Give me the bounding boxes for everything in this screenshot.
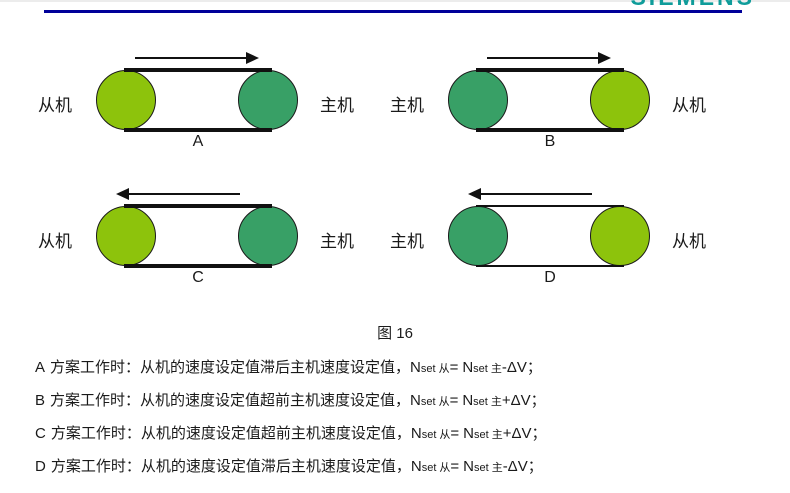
arrow-head-icon: [246, 52, 259, 64]
diagram-b: 主机 从机 B: [380, 40, 720, 172]
arrow-head-icon: [468, 188, 481, 200]
arrow-head-icon: [116, 188, 129, 200]
belt-bottom-bar: [124, 128, 272, 132]
scheme-letter: B: [35, 392, 46, 409]
description-line-c: C 方案工作时：从机的速度设定值超前主机速度设定值，Nset 从= Nset 主+ΔV；: [35, 422, 546, 443]
slave-machine-label: 从机: [38, 96, 72, 115]
header-rule: [44, 10, 742, 13]
arrow-shaft: [128, 193, 240, 195]
master-machine-label: 主机: [320, 232, 354, 251]
formula-sub-set1: set: [420, 363, 436, 375]
formula-sub-set2: set: [474, 462, 489, 474]
formula-n1: N: [410, 458, 422, 475]
top-edge-strip: [0, 0, 790, 2]
formula-n1: N: [410, 359, 421, 376]
slave-machine-label: 从机: [672, 96, 706, 115]
formula-sub-master: 主: [491, 429, 503, 441]
formula-sub-master: 主: [491, 462, 503, 474]
master-machine-label: 主机: [390, 96, 424, 115]
slave-machine-label: 从机: [672, 232, 706, 251]
arrow-head-icon: [598, 52, 611, 64]
arrow-shaft: [135, 57, 247, 59]
formula-sub-slave: 从: [439, 429, 451, 441]
formula-n2: N: [463, 458, 474, 475]
formula-sub-master: 主: [490, 363, 502, 375]
belt-direction-arrow-right: [135, 52, 259, 64]
master-pulley-circle: [448, 70, 508, 130]
scheme-letter: C: [35, 425, 46, 442]
formula-sub-set1: set: [421, 462, 437, 474]
formula-delta-tail: -ΔV；: [502, 458, 543, 475]
formula-equals: =: [450, 425, 460, 442]
formula-n2: N: [462, 359, 474, 376]
diagram-a: 从机 主机 A: [28, 40, 368, 172]
scheme-description: 方案工作时：从机的速度设定值超前主机速度设定值，: [50, 425, 411, 442]
slave-pulley-circle: [590, 70, 650, 130]
scheme-letter: D: [35, 458, 46, 475]
master-machine-label: 主机: [320, 96, 354, 115]
formula-equals: =: [449, 392, 459, 409]
diagram-letter: B: [544, 133, 556, 150]
belt-direction-arrow-left: [468, 188, 592, 200]
description-line-a: A 方案工作时：从机的速度设定值滞后主机速度设定值，Nset 从= Nset 主-ΔV；: [35, 356, 542, 377]
belt-top-bar: [124, 68, 272, 72]
formula-delta-tail: +ΔV；: [502, 425, 547, 442]
description-line-d: D 方案工作时：从机的速度设定值滞后主机速度设定值，Nset 从= Nset 主-ΔV；: [35, 455, 543, 476]
formula-sub-set2: set: [473, 363, 488, 375]
formula-sub-slave: 从: [438, 396, 450, 408]
formula-delta-tail: +ΔV；: [501, 392, 546, 409]
formula-n1: N: [410, 392, 421, 409]
formula-n2: N: [462, 392, 474, 409]
formula-sub-set2: set: [474, 429, 489, 441]
belt-direction-arrow-left: [116, 188, 240, 200]
formula-sub-slave: 从: [439, 462, 451, 474]
slave-pulley-circle: [96, 70, 156, 130]
belt-bottom-bar: [476, 265, 624, 267]
diagram-c: 从机 主机 C: [28, 176, 368, 308]
figure-caption: 图 16: [377, 325, 413, 342]
formula-sub-slave: 从: [438, 363, 450, 375]
formula-equals: =: [449, 359, 459, 376]
siemens-logo: SIEMENS: [630, 0, 755, 8]
scheme-description: 方案工作时：从机的速度设定值滞后主机速度设定值，: [50, 458, 411, 475]
belt-direction-arrow-right: [487, 52, 611, 64]
slave-pulley-circle: [96, 206, 156, 266]
arrow-shaft: [487, 57, 599, 59]
description-line-b: B 方案工作时：从机的速度设定值超前主机速度设定值，Nset 从= Nset 主+ΔV；: [35, 389, 546, 410]
formula-sub-set1: set: [421, 429, 437, 441]
belt-top-bar: [124, 204, 272, 208]
formula-sub-set2: set: [473, 396, 488, 408]
formula-delta-tail: -ΔV；: [501, 359, 542, 376]
scheme-letter: A: [35, 359, 46, 376]
formula-equals: =: [450, 458, 460, 475]
diagram-letter: D: [544, 269, 556, 286]
master-pulley-circle: [238, 206, 298, 266]
master-machine-label: 主机: [390, 232, 424, 251]
master-pulley-circle: [448, 206, 508, 266]
diagram-letter: A: [192, 133, 204, 150]
scheme-description: 方案工作时：从机的速度设定值滞后主机速度设定值，: [50, 359, 411, 376]
diagram-letter: C: [192, 269, 204, 286]
arrow-shaft: [480, 193, 592, 195]
belt-top-bar: [476, 205, 624, 207]
formula-n2: N: [463, 425, 474, 442]
belt-top-bar: [476, 68, 624, 72]
formula-n1: N: [410, 425, 422, 442]
belt-bottom-bar: [476, 128, 624, 132]
slave-pulley-circle: [590, 206, 650, 266]
master-pulley-circle: [238, 70, 298, 130]
formula-sub-set1: set: [420, 396, 436, 408]
diagram-d: 主机 从机 D: [380, 176, 720, 308]
siemens-logo-text: SIEMENS: [630, 0, 755, 8]
belt-bottom-bar: [124, 264, 272, 268]
slave-machine-label: 从机: [38, 232, 72, 251]
scheme-description: 方案工作时：从机的速度设定值超前主机速度设定值，: [50, 392, 411, 409]
formula-sub-master: 主: [490, 396, 502, 408]
